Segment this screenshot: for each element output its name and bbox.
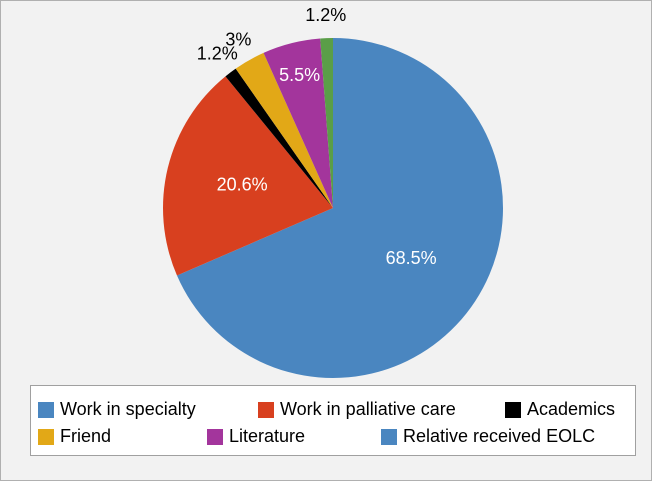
legend-swatch <box>258 402 274 418</box>
pie-slice <box>263 38 333 208</box>
legend-label: Work in specialty <box>60 399 196 419</box>
legend-label: Literature <box>229 426 305 446</box>
legend-swatch <box>207 429 223 445</box>
legend-swatch <box>38 402 54 418</box>
legend-swatch <box>381 429 397 445</box>
data-label: 68.5% <box>386 248 437 268</box>
legend-swatch <box>505 402 521 418</box>
pie-slice <box>176 38 503 379</box>
pie-slice <box>225 68 333 208</box>
legend-swatch <box>38 429 54 445</box>
legend-label: Work in palliative care <box>280 399 456 419</box>
data-label: 1.2% <box>197 44 238 64</box>
pie-slice <box>235 52 333 208</box>
data-label: 3% <box>225 30 251 50</box>
pie-slice <box>162 76 333 276</box>
legend-label: Friend <box>60 426 111 446</box>
data-label: 20.6% <box>217 175 268 195</box>
legend-box <box>30 385 636 456</box>
data-label: 1.2% <box>305 5 346 25</box>
legend-label: Relative received EOLC <box>403 426 595 446</box>
legend-label: Academics <box>527 399 615 419</box>
data-label: 5.5% <box>279 65 320 85</box>
pie-slice <box>320 38 333 208</box>
